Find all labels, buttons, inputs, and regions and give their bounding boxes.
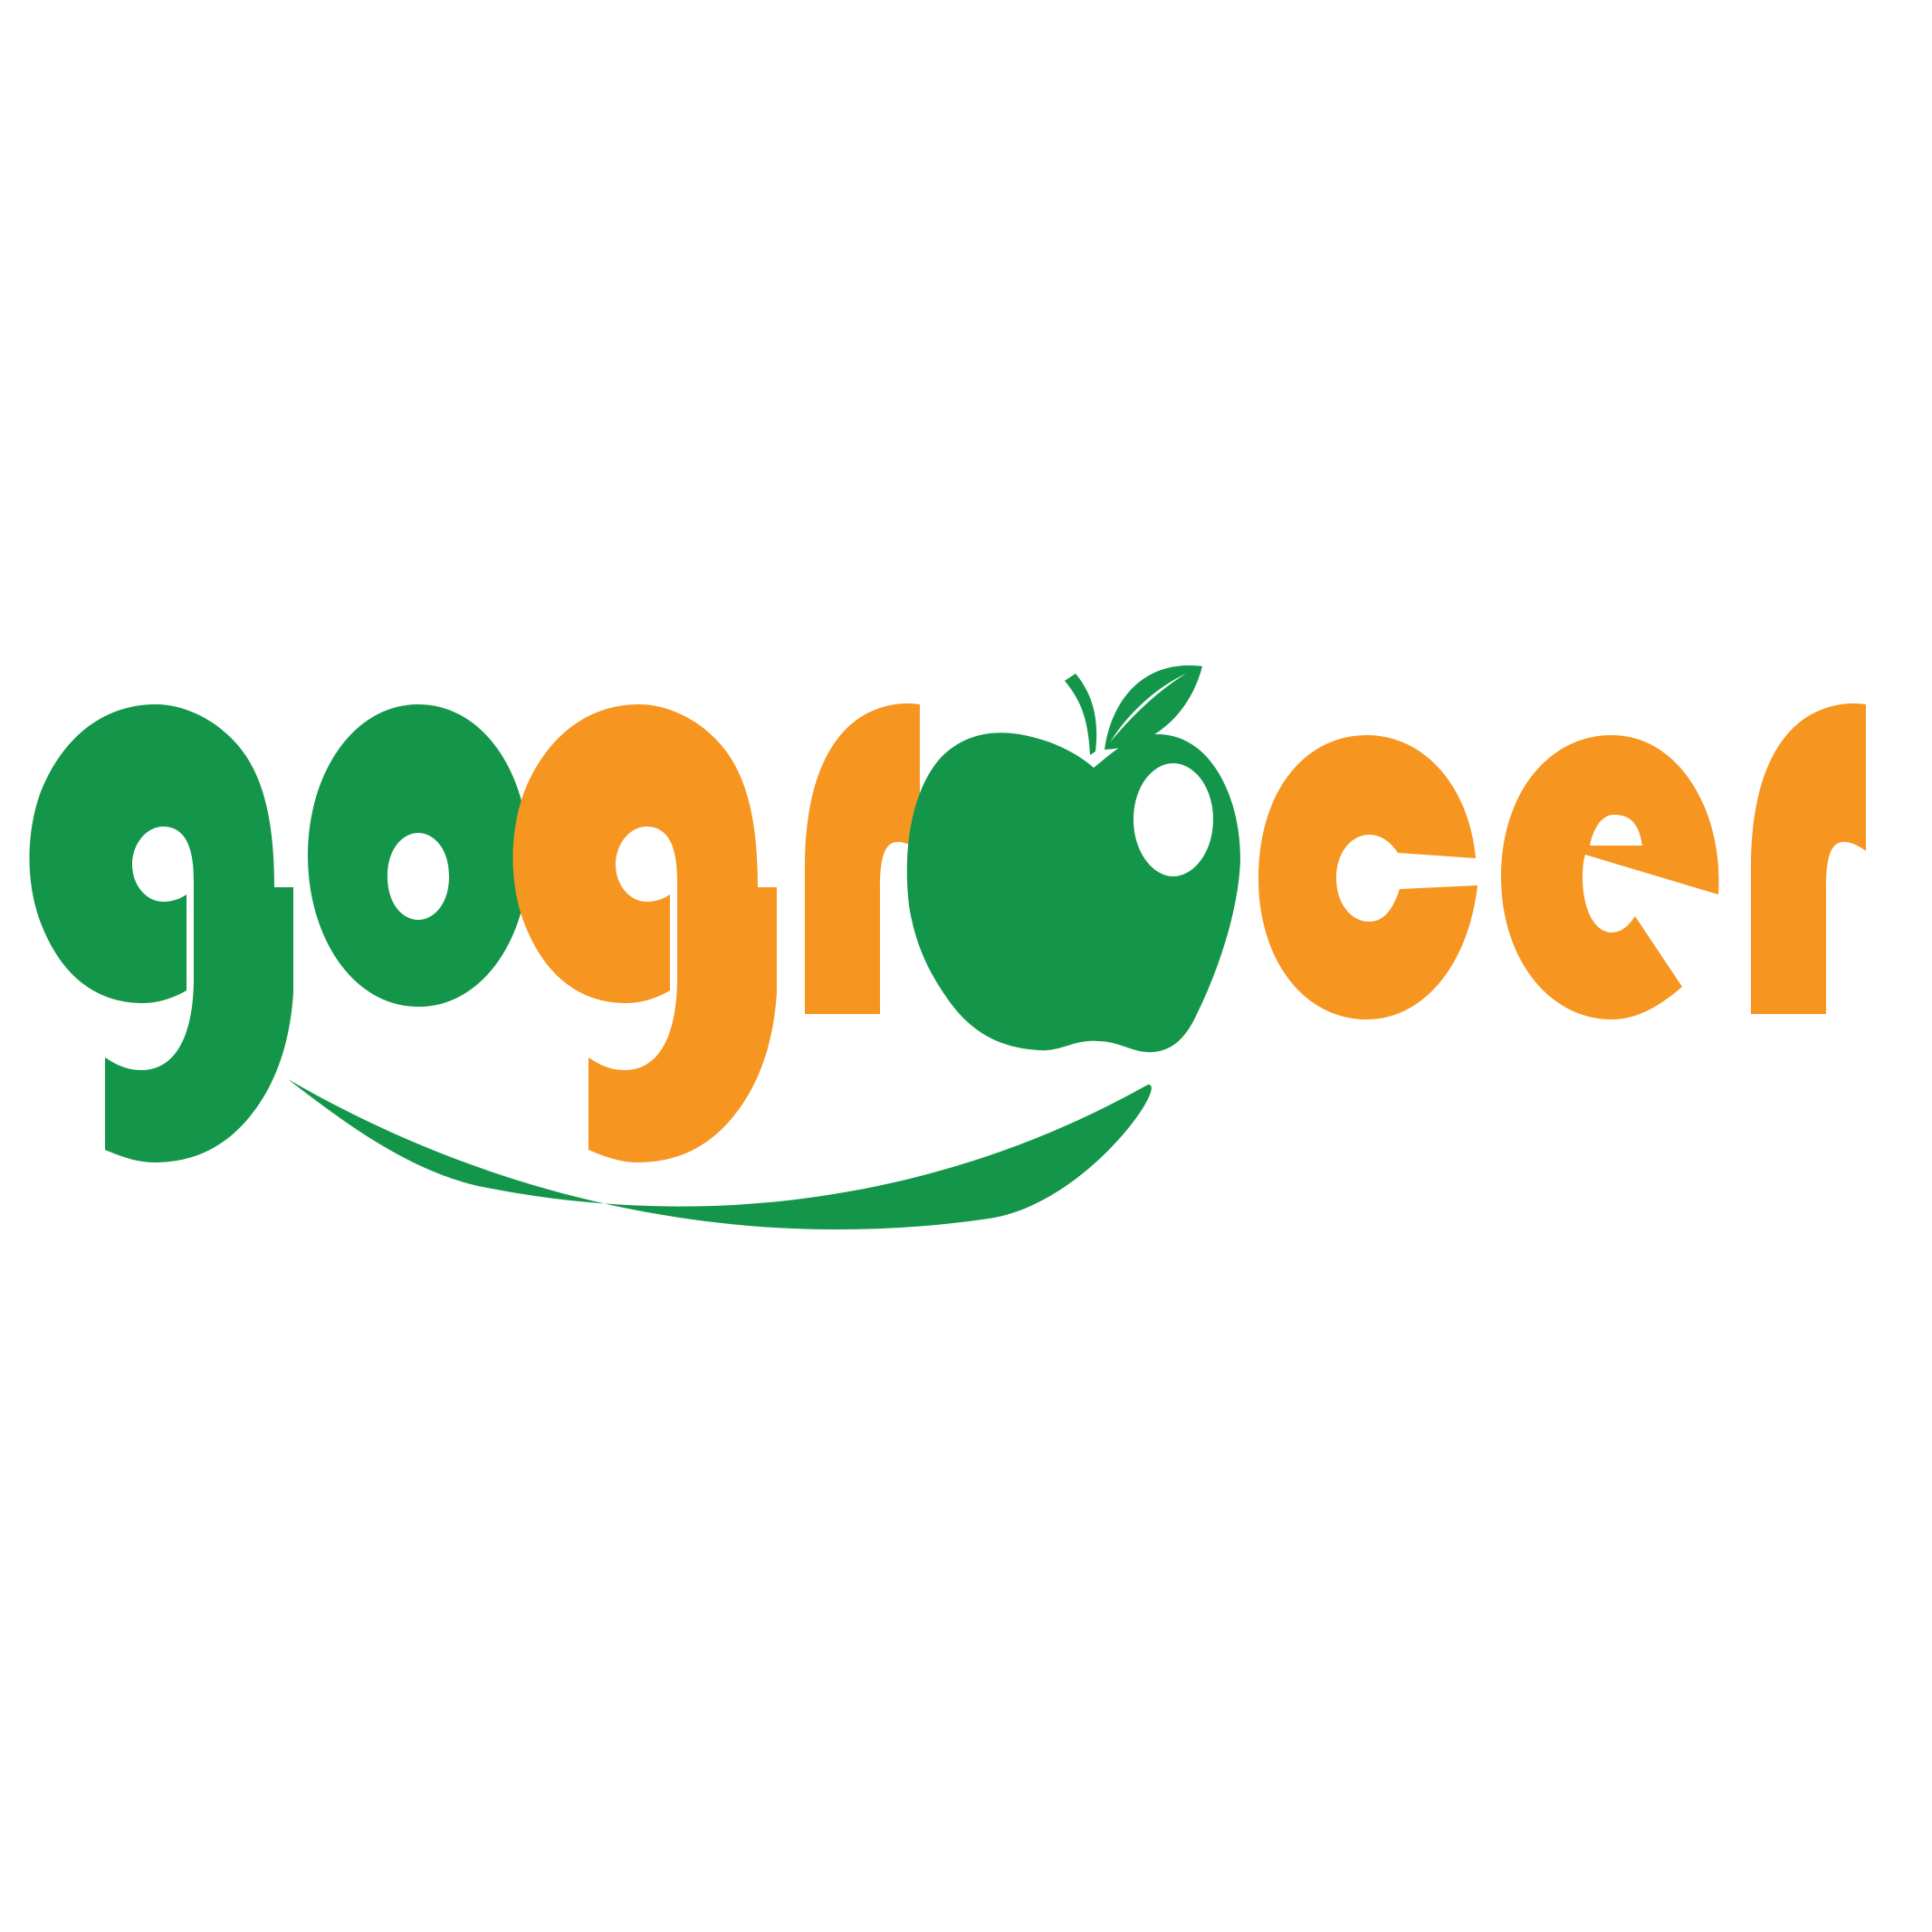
letter-g-1 — [30, 704, 294, 1162]
letter-e — [1501, 735, 1719, 1019]
letter-g-2 — [513, 704, 778, 1162]
letter-r-1 — [805, 703, 920, 1014]
letter-r-2 — [1751, 703, 1866, 1014]
letter-c — [1258, 735, 1478, 1019]
apple-stem-icon — [1065, 674, 1096, 755]
letter-o-1 — [308, 704, 529, 1007]
apple-icon — [907, 732, 1240, 1052]
